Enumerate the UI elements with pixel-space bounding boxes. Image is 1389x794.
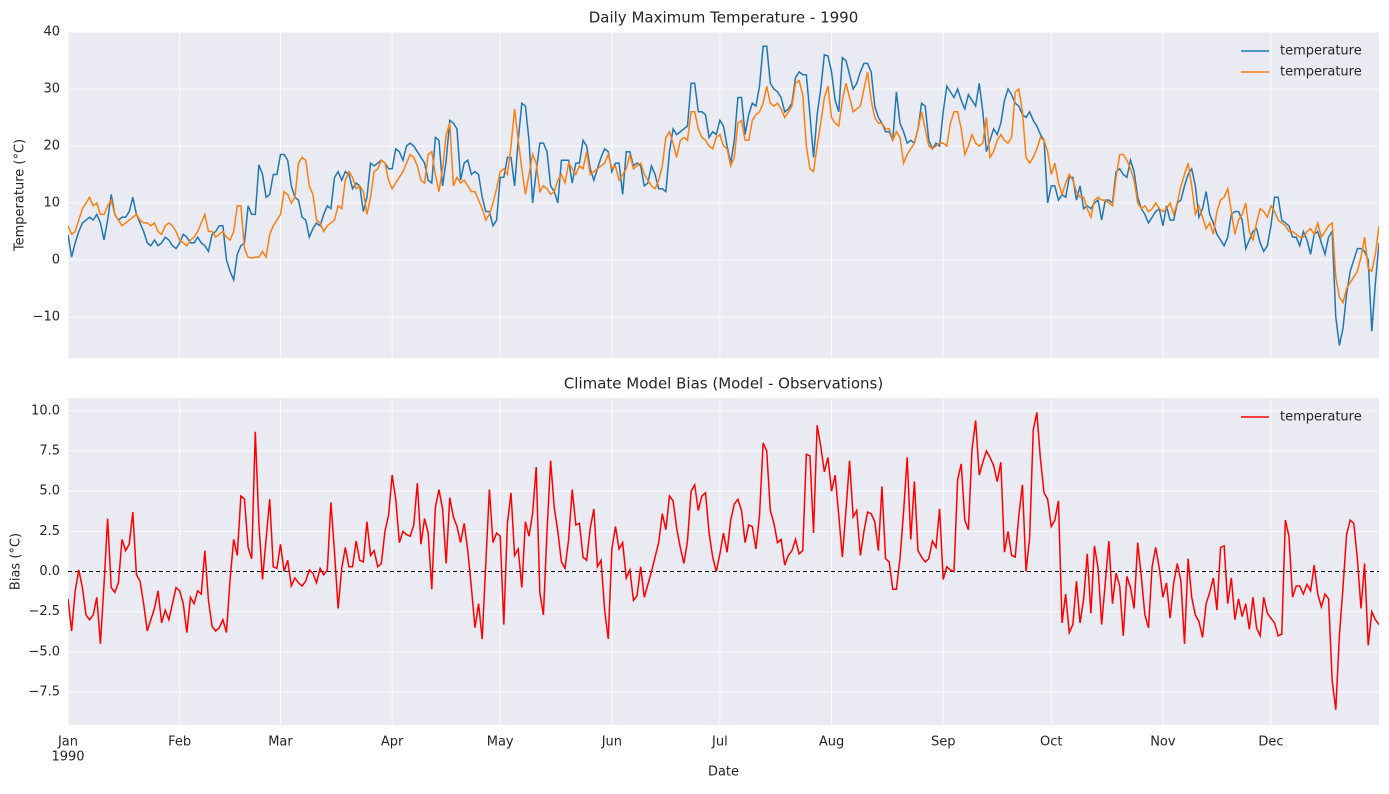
y-tick-label: 10 <box>43 195 60 210</box>
x-tick-label: Apr <box>381 735 404 750</box>
y-tick-label: −2.5 <box>28 604 60 619</box>
y-tick-label: 10.0 <box>31 403 60 418</box>
x-tick-label: Oct <box>1040 735 1062 750</box>
y-axis-label: Temperature (°C) <box>13 139 28 252</box>
y-tick-label: −10 <box>33 309 60 324</box>
data-line <box>68 45 1379 346</box>
plot-area <box>68 398 1379 725</box>
y-tick-label: 2.5 <box>39 524 60 539</box>
x-tick-label: Sep <box>931 735 956 750</box>
y-tick-label: 0.0 <box>39 564 60 579</box>
x-axis-label: Date <box>708 765 739 780</box>
legend-label: temperature <box>1280 410 1362 425</box>
data-line <box>68 71 1379 305</box>
legend-label: temperature <box>1280 65 1362 80</box>
legend-label: temperature <box>1280 44 1362 59</box>
x-tick-label: Feb <box>168 735 191 750</box>
y-tick-label: 0 <box>52 252 60 267</box>
x-tick-label: Nov <box>1150 735 1176 750</box>
plot-area <box>68 32 1379 358</box>
x-tick-label: Jul <box>711 735 728 750</box>
x-tick-label: Aug <box>819 735 844 750</box>
y-tick-label: 20 <box>43 138 60 153</box>
x-tick-year: 1990 <box>51 750 84 765</box>
y-tick-label: 7.5 <box>39 444 60 459</box>
data-line <box>68 412 1379 710</box>
x-tick-label: Dec <box>1258 735 1283 750</box>
y-tick-label: 5.0 <box>39 484 60 499</box>
y-tick-label: −7.5 <box>28 685 60 700</box>
chart-title: Daily Maximum Temperature - 1990 <box>589 9 859 27</box>
y-tick-label: −5.0 <box>28 644 60 659</box>
y-tick-label: 40 <box>43 25 60 40</box>
x-tick-label: Jun <box>601 735 622 750</box>
x-tick-label: Jan <box>57 735 78 750</box>
chart-title: Climate Model Bias (Model - Observations… <box>564 375 883 393</box>
y-axis-label: Bias (°C) <box>9 533 24 590</box>
x-tick-label: May <box>487 735 514 750</box>
y-tick-label: 30 <box>43 81 60 96</box>
x-tick-label: Mar <box>268 735 293 750</box>
